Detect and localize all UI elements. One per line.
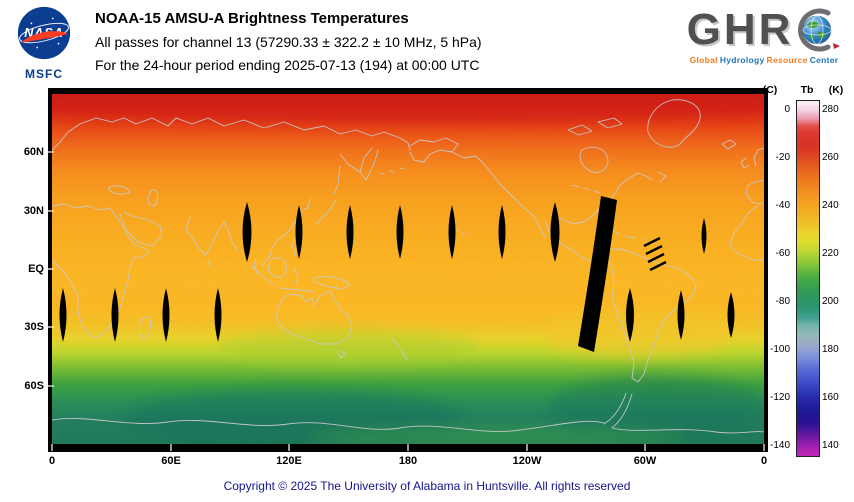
coastlines [52,99,764,434]
plot-subtitle-period: For the 24-hour period ending 2025-07-13… [95,57,480,73]
colorbar-tick-k-200: 200 [822,296,839,307]
nasa-insignia-icon: NASA [17,6,71,60]
x-axis-label-60w: 60W [633,455,657,467]
colorbar-tick-k-220: 220 [822,248,839,259]
colorbar-tick-k-280: 280 [822,104,839,115]
ghrc-c-arc [798,8,831,52]
msfc-label: MSFC [25,67,63,81]
x-axis-label-60e: 60E [161,455,181,467]
colorbar-tick-c-40: -40 [775,200,790,211]
colorbar-tick-c-60: -60 [775,248,790,259]
map-plot-frame [48,88,768,452]
colorbar-tick-k-240: 240 [822,200,839,211]
ghrc-tagline-word: Hydrology [719,55,765,65]
colorbar-tick-c-80: -80 [775,296,790,307]
nasa-logo-block: NASA MSFC [12,4,76,81]
x-axis-label-180: 180 [398,455,418,467]
ghrc-logo: GHR Global Hydrology [680,6,848,65]
y-axis-label-eq: EQ [28,263,44,275]
ghrc-globe-icon [798,8,841,52]
y-axis-label-30s: 30S [24,321,44,333]
plot-subtitle-channel: All passes for channel 13 (57290.33 ± 32… [95,34,482,50]
temperature-field [52,94,764,444]
x-axis-label-120w: 120W [512,455,542,467]
colorbar-tick-k-260: 260 [822,152,839,163]
colorbar-tick-c-0: 0 [784,104,790,115]
colorbar-gradient [796,100,820,457]
y-axis-label-30n: 30N [23,205,44,217]
data-gaps [59,196,735,352]
ghrc-tagline: Global Hydrology Resource Center [680,55,848,65]
colorbar-tick-c-120: -120 [769,392,790,403]
x-axis-label-120e: 120E [276,455,302,467]
footer-copyright: Copyright © 2025 The University of Alaba… [223,479,631,493]
ghrc-tagline-word: Resource [766,55,808,65]
colorbar-tick-c-140: -140 [769,440,790,451]
colorbar-tick-c-100: -100 [769,344,790,355]
axis-ticks [48,151,765,451]
ghrc-wordmark: GHR [686,5,794,54]
colorbar-unit-kelvin: (K) [828,84,844,96]
colorbar-tick-k-140: 140 [822,440,839,451]
ghrc-tagline-word: Global [689,55,718,65]
ghrc-tagline-word: Center [809,55,839,65]
nasa-swoosh [20,31,69,43]
colorbar-tick-c-20: -20 [775,152,790,163]
plot-title: NOAA-15 AMSU-A Brightness Temperatures [95,10,409,27]
y-axis-label-60n: 60N [23,146,44,158]
colorbar-tick-k-180: 180 [822,344,839,355]
world-map-canvas [48,88,768,452]
x-axis-label-0e: 0 [48,455,56,467]
colorbar-tick-k-160: 160 [822,392,839,403]
x-axis-label-0w: 0 [760,455,768,467]
plot-titles: NOAA-15 AMSU-A Brightness Temperatures A… [95,10,482,80]
y-axis-label-60s: 60S [24,380,44,392]
colorbar-title-tb: Tb [800,84,814,96]
nasa-orbit [19,22,69,44]
ghrc-red-mark [833,43,841,49]
colorbar-unit-celsius: (C) [762,84,778,96]
